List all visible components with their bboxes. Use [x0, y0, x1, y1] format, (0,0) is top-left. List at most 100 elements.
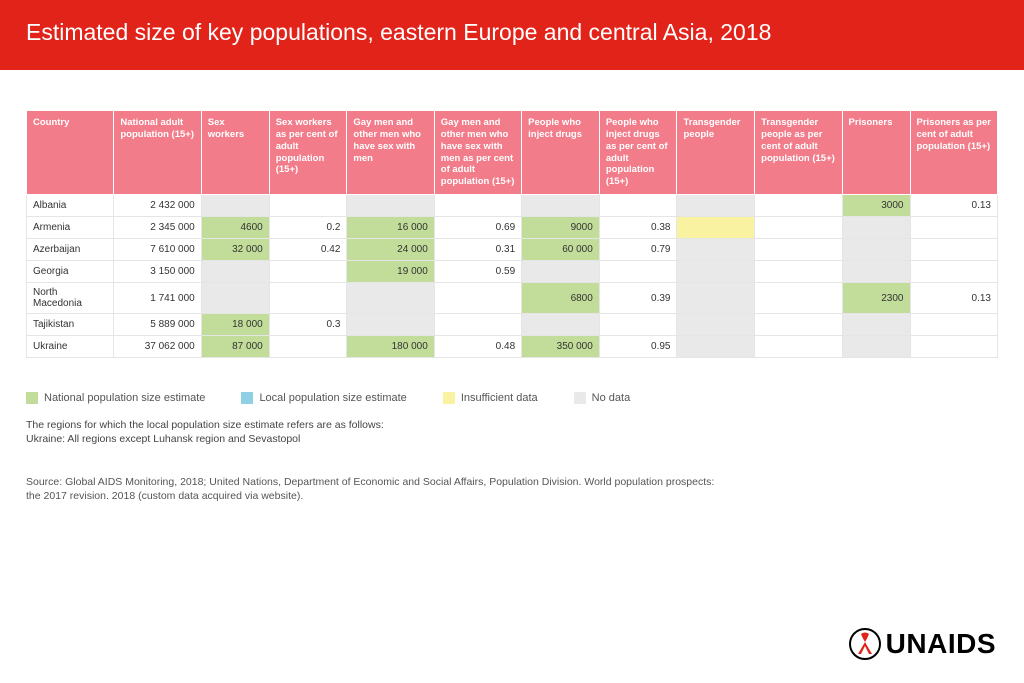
data-cell: 2300	[842, 283, 910, 314]
data-cell	[910, 314, 998, 336]
table-row: Albania2 432 00030000.13	[27, 195, 998, 217]
data-cell	[677, 195, 755, 217]
column-header: Gay men and other men who have sex with …	[347, 110, 434, 194]
table-row: Armenia2 345 00046000.216 0000.6990000.3…	[27, 217, 998, 239]
data-cell	[842, 239, 910, 261]
data-cell: 0.31	[434, 239, 521, 261]
table-head: CountryNational adult population (15+)Se…	[27, 110, 998, 194]
legend-label: Insufficient data	[461, 392, 538, 404]
table-row: Georgia3 150 00019 0000.59	[27, 261, 998, 283]
note-line: The regions for which the local populati…	[26, 418, 998, 432]
data-cell	[677, 314, 755, 336]
data-cell	[522, 314, 600, 336]
data-cell: 0.2	[269, 217, 347, 239]
table-header-row: CountryNational adult population (15+)Se…	[27, 110, 998, 194]
column-header: Country	[27, 110, 114, 194]
legend-label: Local population size estimate	[259, 392, 406, 404]
data-cell	[677, 217, 755, 239]
page-title: Estimated size of key populations, easte…	[26, 19, 771, 45]
logo-text: UNAIDS	[886, 628, 996, 660]
data-cell	[201, 195, 269, 217]
legend-swatch	[241, 392, 253, 404]
data-cell	[677, 283, 755, 314]
note-line: Ukraine: All regions except Luhansk regi…	[26, 432, 998, 446]
data-cell	[755, 283, 842, 314]
data-cell: 0.13	[910, 283, 998, 314]
legend-item: No data	[574, 392, 631, 404]
data-cell	[201, 261, 269, 283]
country-cell: Ukraine	[27, 336, 114, 358]
column-header: Sex workers as per cent of adult populat…	[269, 110, 347, 194]
ribbon-icon	[848, 627, 882, 661]
data-cell	[755, 195, 842, 217]
data-cell	[677, 261, 755, 283]
data-cell	[599, 314, 677, 336]
data-cell	[910, 239, 998, 261]
data-cell: 24 000	[347, 239, 434, 261]
data-cell: 5 889 000	[114, 314, 201, 336]
table-row: Ukraine37 062 00087 000180 0000.48350 00…	[27, 336, 998, 358]
data-cell	[755, 217, 842, 239]
data-cell	[755, 261, 842, 283]
country-cell: Albania	[27, 195, 114, 217]
data-cell: 18 000	[201, 314, 269, 336]
data-cell: 7 610 000	[114, 239, 201, 261]
column-header: People who inject drugs	[522, 110, 600, 194]
data-cell: 0.69	[434, 217, 521, 239]
data-cell: 0.3	[269, 314, 347, 336]
country-cell: Georgia	[27, 261, 114, 283]
data-cell	[434, 283, 521, 314]
column-header: Prisoners as per cent of adult populatio…	[910, 110, 998, 194]
data-cell	[677, 336, 755, 358]
table-row: Azerbaijan7 610 00032 0000.4224 0000.316…	[27, 239, 998, 261]
data-cell	[347, 283, 434, 314]
legend-item: Insufficient data	[443, 392, 538, 404]
country-cell: Armenia	[27, 217, 114, 239]
column-header: Prisoners	[842, 110, 910, 194]
data-cell	[599, 261, 677, 283]
data-cell: 0.48	[434, 336, 521, 358]
data-cell	[755, 336, 842, 358]
data-cell	[677, 239, 755, 261]
data-cell: 87 000	[201, 336, 269, 358]
country-cell: North Macedonia	[27, 283, 114, 314]
data-cell	[910, 336, 998, 358]
data-cell	[347, 195, 434, 217]
data-cell	[599, 195, 677, 217]
data-cell: 6800	[522, 283, 600, 314]
data-cell	[910, 261, 998, 283]
data-cell: 0.42	[269, 239, 347, 261]
legend-label: National population size estimate	[44, 392, 205, 404]
country-cell: Azerbaijan	[27, 239, 114, 261]
table-row: Tajikistan5 889 00018 0000.3	[27, 314, 998, 336]
data-cell: 4600	[201, 217, 269, 239]
source-line: the 2017 revision. 2018 (custom data acq…	[26, 489, 998, 503]
regions-note: The regions for which the local populati…	[26, 418, 998, 446]
data-cell: 19 000	[347, 261, 434, 283]
legend-swatch	[443, 392, 455, 404]
data-cell: 0.39	[599, 283, 677, 314]
data-cell: 60 000	[522, 239, 600, 261]
legend-swatch	[574, 392, 586, 404]
data-table: CountryNational adult population (15+)Se…	[26, 110, 998, 358]
column-header: Transgender people as per cent of adult …	[755, 110, 842, 194]
data-cell	[434, 195, 521, 217]
data-cell: 3 150 000	[114, 261, 201, 283]
legend-item: National population size estimate	[26, 392, 205, 404]
data-cell	[347, 314, 434, 336]
source-text: Source: Global AIDS Monitoring, 2018; Un…	[26, 475, 998, 503]
data-cell: 2 345 000	[114, 217, 201, 239]
legend-swatch	[26, 392, 38, 404]
column-header: Gay men and other men who have sex with …	[434, 110, 521, 194]
data-cell: 0.95	[599, 336, 677, 358]
column-header: People who inject drugs as per cent of a…	[599, 110, 677, 194]
column-header: Sex workers	[201, 110, 269, 194]
data-cell: 1 741 000	[114, 283, 201, 314]
data-cell: 16 000	[347, 217, 434, 239]
data-cell	[522, 261, 600, 283]
data-cell	[755, 239, 842, 261]
data-cell	[522, 195, 600, 217]
data-cell: 0.38	[599, 217, 677, 239]
legend-label: No data	[592, 392, 631, 404]
data-cell	[842, 217, 910, 239]
